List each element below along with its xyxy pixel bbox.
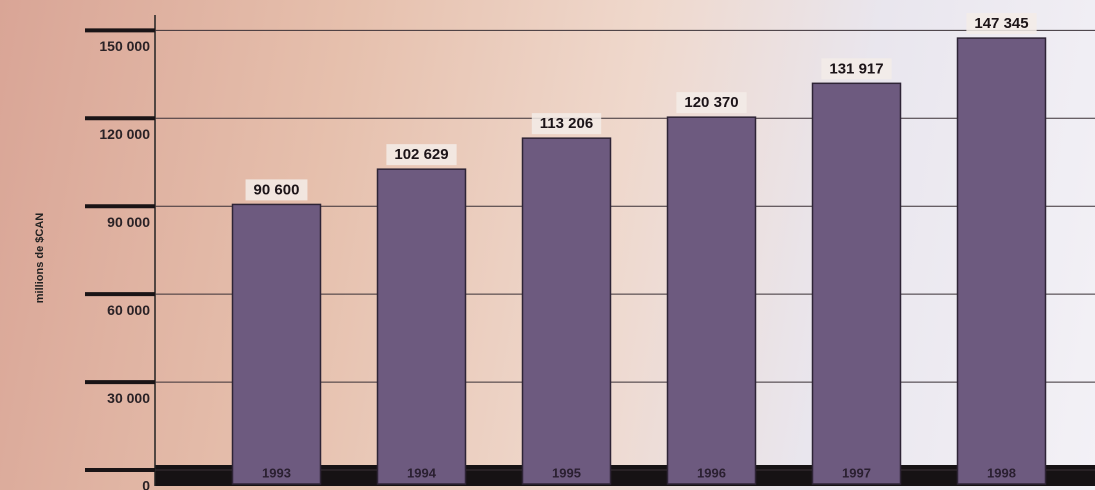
value-label: 120 370 <box>684 94 738 111</box>
y-tick-label: 150 000 <box>99 38 150 54</box>
y-axis-label: millions de $CAN <box>34 213 46 304</box>
bar <box>376 168 467 485</box>
bar <box>666 116 757 485</box>
y-tick-label: 90 000 <box>107 214 150 230</box>
value-label-bg <box>821 58 892 80</box>
y-tick-label: 120 000 <box>99 126 150 142</box>
x-tick-label: 1998 <box>987 465 1016 480</box>
value-label-bg <box>245 179 308 201</box>
bar <box>811 82 902 485</box>
x-tick-label: 1993 <box>262 465 291 480</box>
value-label-bg <box>966 13 1037 35</box>
x-tick-label: 1994 <box>407 465 437 480</box>
value-label: 113 206 <box>540 115 593 132</box>
x-tick-label: 1996 <box>697 465 726 480</box>
value-label: 102 629 <box>394 146 448 163</box>
y-tick-label: 30 000 <box>107 390 150 406</box>
value-label: 131 917 <box>829 60 883 77</box>
value-label-bg <box>386 144 457 166</box>
value-label-bg <box>676 92 747 114</box>
bar <box>956 37 1047 485</box>
value-label: 147 345 <box>974 15 1028 32</box>
value-label-bg <box>531 113 602 135</box>
bar <box>231 203 322 485</box>
x-tick-label: 1995 <box>552 465 581 480</box>
y-tick-label: 0 <box>142 478 150 490</box>
value-label: 90 600 <box>254 181 300 198</box>
x-tick-label: 1997 <box>842 465 871 480</box>
bar <box>521 137 612 485</box>
y-tick-label: 60 000 <box>107 302 150 318</box>
